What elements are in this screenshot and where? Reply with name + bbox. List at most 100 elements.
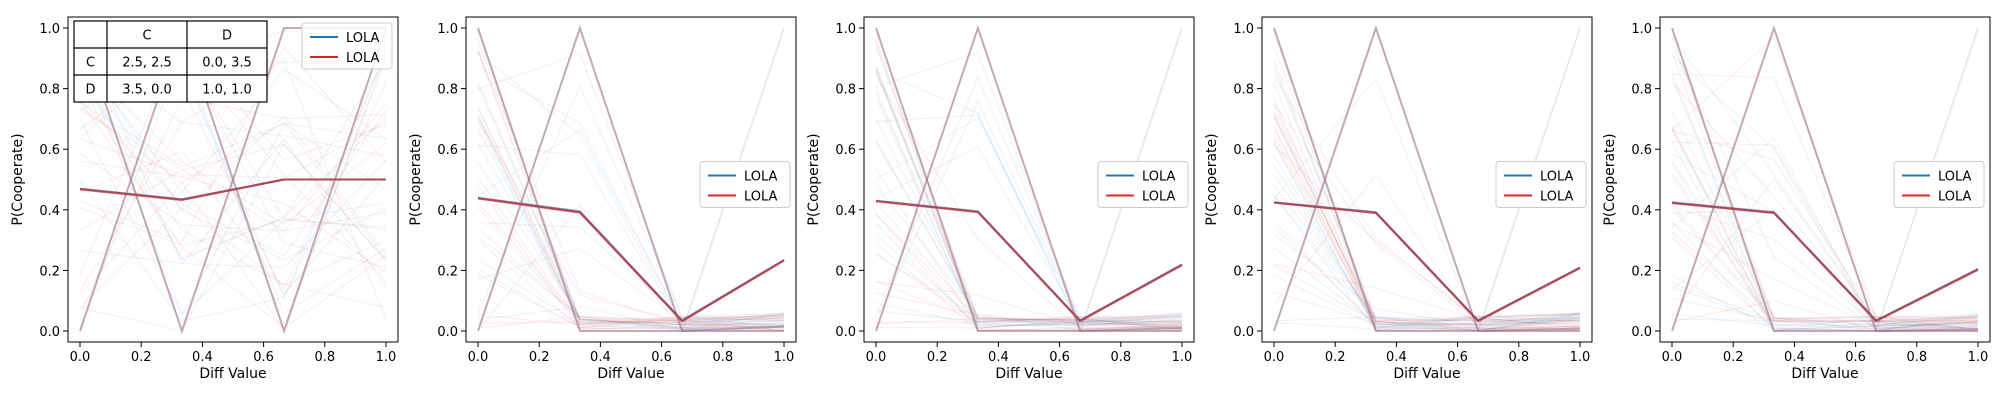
legend-label: LOLA <box>1142 170 1176 185</box>
background-trajectory <box>1273 77 1581 332</box>
background-trajectory <box>875 281 1183 324</box>
background-trajectory <box>79 45 387 243</box>
axes-frame <box>1261 16 1593 343</box>
background-trajectory <box>1273 69 1581 327</box>
x-tick-label: 0.6 <box>1845 350 1866 365</box>
x-tick-label: 0.8 <box>1906 350 1927 365</box>
background-trajectory <box>1671 318 1979 325</box>
background-trajectory <box>1273 313 1581 332</box>
background-trajectory <box>875 100 1183 328</box>
y-tick-label: 0.8 <box>437 83 458 98</box>
mean-line <box>1273 201 1581 323</box>
background-trajectory <box>1273 64 1581 327</box>
background-trajectory <box>1273 221 1581 328</box>
table-col-header: D <box>222 29 232 44</box>
background-trajectory <box>477 117 785 331</box>
background-trajectory <box>79 59 387 261</box>
y-tick-label: 0.4 <box>1631 204 1652 219</box>
background-trajectory <box>79 101 387 168</box>
chart-panel-2: 0.0 0.2 0.4 0.6 0.8 1.0 0.0 0.2 0.4 0.6 0.8 1.0 Diff… <box>408 16 797 382</box>
y-tick-label: 0.6 <box>1233 143 1254 158</box>
background-trajectory <box>875 141 1183 323</box>
y-tick-label: 0.2 <box>437 264 458 279</box>
y-tick-label: 0.4 <box>39 204 60 219</box>
y-tick-label: 0.8 <box>1233 83 1254 98</box>
x-tick-label: 0.4 <box>1784 350 1805 365</box>
background-trajectory <box>1671 177 1979 330</box>
background-trajectory <box>1671 162 1979 331</box>
background-trajectory <box>875 65 1183 327</box>
legend: LOLA LOLA <box>301 22 393 70</box>
background-trajectory <box>1671 52 1979 321</box>
background-trajectory <box>79 119 387 316</box>
chart-panel-5: 0.0 0.2 0.4 0.6 0.8 1.0 0.0 0.2 0.4 0.6 0.8 1.0 Diff… <box>1602 16 1991 382</box>
background-trajectory <box>1671 128 1979 332</box>
background-trajectory <box>1671 282 1979 328</box>
background-trajectory <box>477 107 785 329</box>
background-trajectory <box>875 320 1183 329</box>
background-trajectory <box>1671 223 1979 331</box>
x-tick-label: 0.4 <box>1386 350 1407 365</box>
background-trajectory <box>79 159 387 269</box>
legend-label: LOLA <box>744 190 778 205</box>
background-trajectory <box>477 120 785 330</box>
background-trajectory <box>477 269 785 328</box>
y-tick-label: 1.0 <box>39 22 60 37</box>
background-trajectory <box>875 253 1183 323</box>
background-trajectory <box>477 84 785 329</box>
background-trajectory <box>79 61 387 226</box>
mean-line <box>875 200 1183 323</box>
background-trajectory <box>79 152 387 232</box>
table-col-header: C <box>142 29 151 44</box>
background-trajectory <box>1671 160 1979 322</box>
background-trajectory <box>477 129 785 324</box>
background-trajectory <box>477 52 785 330</box>
background-trajectory <box>79 105 387 260</box>
background-trajectory <box>79 143 387 332</box>
background-trajectory <box>1273 145 1581 322</box>
x-tick-label: 0.0 <box>866 350 887 365</box>
background-trajectory <box>1671 55 1979 332</box>
chart-panel-1: 0.0 0.2 0.4 0.6 0.8 1.0 0.0 0.2 0.4 0.6 0.8 1.0 Diff… <box>10 16 399 382</box>
y-tick-label: 0.2 <box>835 264 856 279</box>
background-trajectory <box>1671 125 1979 332</box>
background-trajectory <box>477 236 785 323</box>
background-trajectory <box>1273 103 1581 326</box>
background-trajectory <box>875 168 1183 329</box>
background-trajectory <box>875 310 1183 326</box>
background-trajectory <box>79 97 387 316</box>
background-trajectory <box>1671 72 1979 332</box>
background-trajectory <box>1671 174 1979 330</box>
background-trajectory <box>79 121 387 179</box>
background-trajectory <box>1273 184 1581 321</box>
background-trajectory <box>875 146 1183 323</box>
y-tick-label: 0.0 <box>437 325 458 340</box>
background-trajectory <box>1671 73 1979 324</box>
background-trajectory <box>477 118 785 332</box>
background-trajectory <box>477 115 785 325</box>
background-trajectory <box>79 98 387 257</box>
y-tick-label: 0.6 <box>437 143 458 158</box>
x-axis-label: Diff Value <box>995 366 1062 382</box>
background-trajectory <box>79 83 387 259</box>
table-cell: 2.5, 2.5 <box>122 56 172 71</box>
background-trajectory <box>1273 141 1581 332</box>
background-trajectory <box>1273 106 1581 329</box>
background-trajectory <box>1273 174 1581 331</box>
background-trajectory <box>875 314 1183 325</box>
background-trajectory <box>477 84 785 330</box>
background-trajectory <box>875 98 1183 326</box>
y-tick-label: 0.6 <box>835 143 856 158</box>
background-trajectory <box>1671 285 1979 329</box>
background-trajectory <box>79 54 387 332</box>
background-trajectory <box>1273 46 1581 329</box>
background-trajectory <box>79 55 387 316</box>
background-trajectory <box>1273 173 1581 330</box>
background-trajectory <box>1273 234 1581 327</box>
background-trajectory <box>1671 45 1979 330</box>
x-tick-label: 0.8 <box>712 350 733 365</box>
y-axis-label: P(Cooperate) <box>1602 133 1618 225</box>
y-tick-label: 1.0 <box>835 22 856 37</box>
x-axis-label: Diff Value <box>597 366 664 382</box>
x-tick-label: 0.8 <box>1508 350 1529 365</box>
